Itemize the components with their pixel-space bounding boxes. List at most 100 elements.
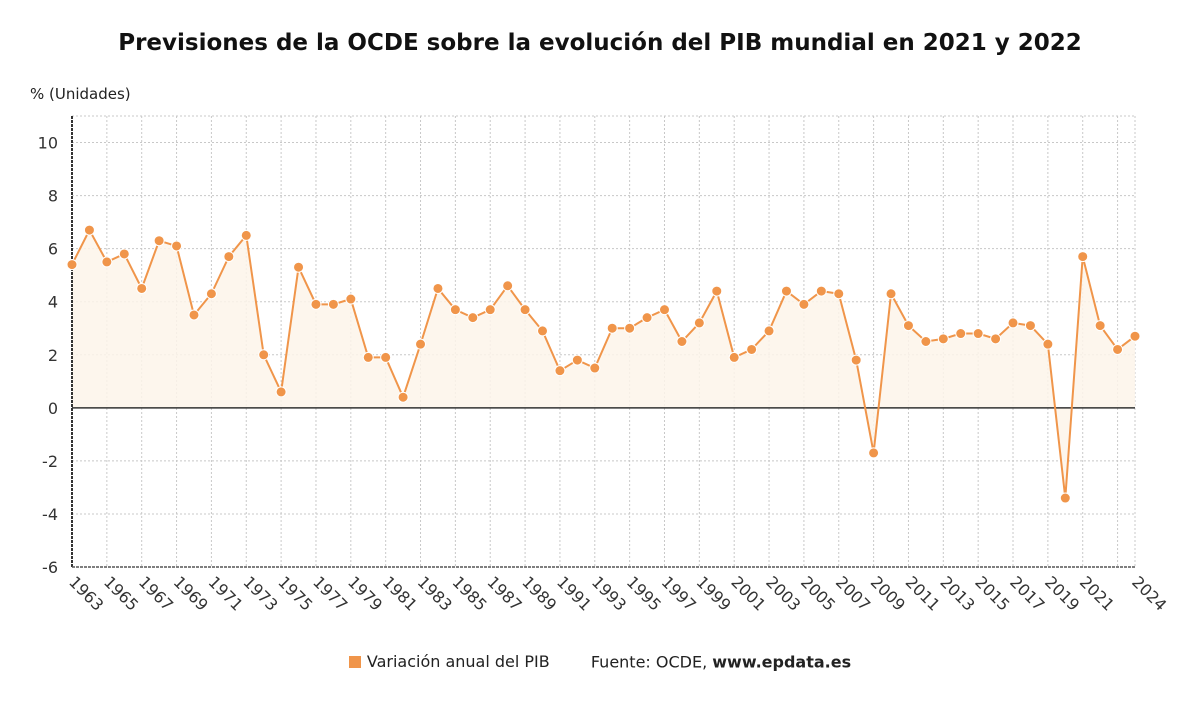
x-tick-label: 1971 [205, 572, 247, 614]
x-tick-label: 2005 [797, 572, 839, 614]
x-tick-label: 1965 [100, 572, 142, 614]
data-point [920, 336, 932, 347]
x-tick-label: 2007 [832, 572, 874, 614]
data-point [223, 251, 235, 263]
x-tick-label: 2021 [1076, 572, 1118, 614]
data-point [83, 224, 95, 236]
data-point [484, 304, 496, 316]
data-point [380, 351, 392, 363]
data-points [66, 224, 1141, 504]
source-note: Fuente: OCDE, www.epdata.es [591, 653, 851, 672]
data-point [519, 304, 531, 316]
y-tick-labels: -6 -4 -2 0 2 4 6 8 10 [38, 134, 58, 577]
data-point [658, 304, 670, 316]
legend-item-series[interactable]: Variación anual del PIB [348, 652, 550, 671]
x-tick-label: 1997 [658, 572, 700, 614]
data-point [415, 338, 427, 350]
x-tick-label: 1979 [344, 572, 386, 614]
data-point [554, 365, 566, 377]
data-point [937, 333, 949, 345]
data-point [432, 282, 444, 294]
data-point [885, 288, 897, 300]
x-tick-label: 2003 [762, 572, 804, 614]
source-site: www.epdata.es [712, 652, 852, 672]
data-point [1077, 251, 1089, 263]
y-tick-label: 4 [48, 293, 58, 312]
legend-series-label: Variación anual del PIB [366, 652, 550, 671]
x-tick-label: 1981 [379, 572, 421, 614]
x-tick-label: 2017 [1006, 572, 1048, 614]
data-point [1024, 320, 1036, 332]
axes [71, 116, 1135, 568]
x-tick-label: 1985 [449, 572, 491, 614]
x-tick-label: 1993 [588, 572, 630, 614]
data-point [66, 259, 78, 271]
chart-title: Previsiones de la OCDE sobre la evolució… [118, 30, 1082, 56]
x-tick-label: 1987 [483, 572, 525, 614]
data-point [171, 240, 183, 252]
data-point [1042, 338, 1054, 350]
data-point [327, 298, 339, 310]
data-point [1112, 343, 1124, 355]
data-point [153, 235, 165, 247]
data-point [240, 229, 252, 241]
data-point [362, 351, 374, 363]
x-tick-label: 1977 [309, 572, 351, 614]
x-tick-labels: 1963196519671969197119731975197719791981… [65, 572, 1170, 614]
data-point [711, 285, 723, 297]
x-tick-label: 1967 [135, 572, 177, 614]
y-tick-label: 10 [38, 134, 58, 153]
data-point [310, 298, 322, 310]
legend: Variación anual del PIB Fuente: OCDE, ww… [0, 652, 1200, 672]
y-axis-label: % (Unidades) [30, 85, 131, 103]
data-point [449, 304, 461, 316]
area-fill [72, 230, 1135, 499]
x-tick-label: 2013 [936, 572, 978, 614]
data-point [955, 328, 967, 340]
x-tick-label: 2001 [727, 572, 769, 614]
data-point [275, 386, 287, 398]
data-point [676, 336, 688, 347]
data-point [205, 288, 217, 300]
y-tick-label: -4 [42, 505, 58, 524]
data-point [763, 325, 775, 337]
x-tick-label: 2015 [971, 572, 1013, 614]
data-point [118, 248, 130, 260]
data-point [606, 322, 618, 334]
data-point [798, 298, 810, 310]
data-point [293, 261, 305, 273]
x-tick-label: 1991 [553, 572, 595, 614]
data-point [101, 256, 113, 268]
data-point [589, 362, 601, 374]
y-tick-label: 2 [48, 346, 58, 365]
data-point [868, 447, 880, 459]
x-tick-label: 2009 [867, 572, 909, 614]
data-point [902, 320, 914, 332]
data-point [467, 312, 479, 324]
x-tick-label: 1963 [65, 572, 107, 614]
data-point [972, 328, 984, 340]
y-tick-label: 6 [48, 240, 58, 259]
data-point [397, 391, 409, 403]
data-point [136, 282, 148, 294]
y-tick-label: -2 [42, 452, 58, 471]
y-tick-label: 8 [48, 187, 58, 206]
data-point [833, 288, 845, 300]
data-point [693, 317, 705, 329]
data-point [780, 285, 792, 297]
data-point [746, 343, 758, 355]
data-point [815, 285, 827, 297]
x-tick-label: 2024 [1128, 572, 1170, 614]
data-point [537, 325, 549, 337]
x-tick-label: 1969 [170, 572, 212, 614]
data-point [1129, 330, 1141, 342]
x-tick-label: 1983 [414, 572, 456, 614]
source-label: Fuente: OCDE, [590, 652, 708, 672]
data-point [641, 312, 653, 324]
data-point [571, 354, 583, 366]
data-point [1094, 320, 1106, 332]
data-point [345, 293, 357, 305]
x-tick-label: 1975 [274, 572, 316, 614]
series-area [72, 230, 1135, 499]
